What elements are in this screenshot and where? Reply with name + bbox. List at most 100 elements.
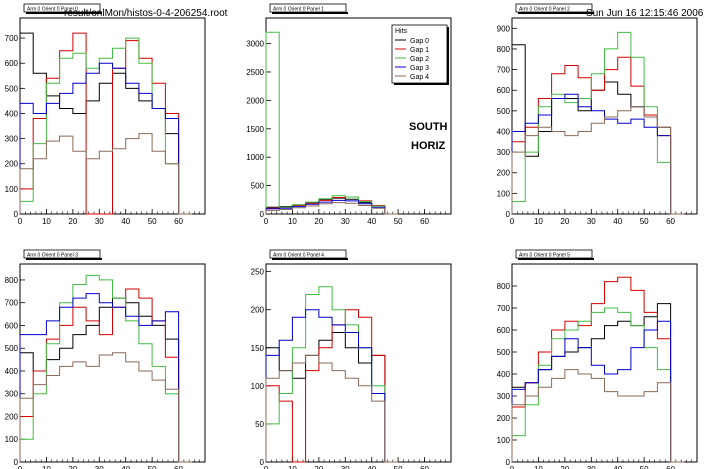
title-shadow — [26, 258, 102, 260]
x-tick-label: 20 — [68, 465, 77, 469]
x-tick-label: 60 — [420, 217, 429, 226]
y-tick-label: 600 — [5, 59, 19, 68]
y-tick-label: 500 — [497, 107, 511, 116]
x-tick-label: 0 — [510, 465, 515, 469]
y-tick-label: 700 — [5, 299, 19, 308]
x-tick-label: 50 — [394, 217, 403, 226]
series-gap-4 — [511, 369, 684, 463]
x-tick-label: 0 — [264, 217, 269, 226]
x-tick-label: 50 — [148, 465, 157, 469]
x-tick-label: 50 — [148, 217, 157, 226]
y-tick-label: 200 — [5, 160, 19, 169]
y-tick-label: 100 — [251, 382, 265, 391]
y-tick-label: 50 — [255, 420, 264, 429]
x-tick-label: 60 — [174, 465, 183, 469]
x-tick-label: 40 — [613, 217, 622, 226]
title-shadow — [518, 258, 594, 260]
x-tick-label: 60 — [420, 465, 429, 469]
y-tick-label: 500 — [5, 84, 19, 93]
panel-title: Arm 0 Orient 0 Panel 2 — [519, 7, 570, 13]
y-tick-label: 900 — [497, 24, 511, 33]
legend-entry: Gap 3 — [410, 65, 429, 72]
y-tick-label: 300 — [497, 148, 511, 157]
x-tick-label: 40 — [613, 465, 622, 469]
y-tick-label: 800 — [497, 45, 511, 54]
x-tick-label: 40 — [367, 217, 376, 226]
panel-title: Arm 0 Orient 0 Panel 3 — [27, 253, 78, 259]
y-tick-label: 2000 — [246, 96, 264, 105]
x-tick-label: 50 — [394, 465, 403, 469]
series-gap-3 — [19, 62, 192, 215]
y-tick-label: 800 — [5, 276, 19, 285]
panel-0: Arm 0 Orient 0 Panel 00 10 20 30 40 50 6001002… — [5, 3, 206, 226]
y-tick-label: 500 — [497, 348, 511, 357]
y-tick-label: 1000 — [246, 153, 264, 162]
y-tick-label: 150 — [251, 344, 265, 353]
x-tick-label: 20 — [68, 217, 77, 226]
y-tick-label: 100 — [5, 185, 19, 194]
series-gap-3 — [19, 293, 192, 463]
y-tick-label: 0 — [260, 458, 265, 467]
x-tick-label: 10 — [534, 465, 543, 469]
y-tick-label: 400 — [497, 127, 511, 136]
series-gap-3 — [511, 320, 684, 463]
y-tick-label: 2500 — [246, 68, 264, 77]
y-tick-label: 200 — [497, 169, 511, 178]
x-tick-label: 30 — [95, 465, 104, 469]
y-tick-label: 400 — [497, 370, 511, 379]
y-tick-label: 800 — [497, 282, 511, 291]
x-tick-label: 50 — [640, 217, 649, 226]
x-tick-label: 10 — [42, 217, 51, 226]
y-tick-label: 0 — [506, 210, 511, 219]
panel-title: Arm 0 Orient 0 Panel 1 — [273, 7, 324, 13]
y-tick-label: 100 — [5, 435, 19, 444]
y-tick-label: 3000 — [246, 40, 264, 49]
title-shadow — [518, 12, 594, 14]
legend-entry: Gap 2 — [410, 56, 429, 63]
y-tick-label: 600 — [497, 86, 511, 95]
panel-title: Arm 0 Orient 0 Panel 0 — [27, 7, 78, 13]
legend-entry: Gap 4 — [410, 74, 429, 81]
x-tick-label: 60 — [666, 217, 675, 226]
x-tick-label: 10 — [42, 465, 51, 469]
series-gap-4 — [19, 352, 192, 463]
x-tick-label: 20 — [560, 217, 569, 226]
title-shadow — [26, 12, 102, 14]
panel-4: Arm 0 Orient 0 Panel 4 0 10 20 30 40 50 60 0 50 10… — [251, 249, 452, 469]
y-tick-label: 500 — [251, 182, 265, 191]
y-tick-label: 0 — [14, 210, 19, 219]
legend-entry: Gap 1 — [410, 47, 429, 54]
title-shadow — [272, 258, 348, 260]
y-tick-label: 500 — [5, 344, 19, 353]
x-tick-label: 40 — [367, 465, 376, 469]
y-tick-label: 700 — [5, 34, 19, 43]
series-gap-3 — [265, 309, 399, 463]
panel-1: Arm 0 Orient 0 Panel 1 0 10 20 30 40 50 60 0 500 1… — [246, 3, 452, 226]
panel-5: Arm 0 Orient 0 Panel 5010203040506001002… — [497, 249, 698, 469]
timestamp-label: Sun Jun 16 12:15:46 2006 — [586, 8, 704, 19]
x-tick-label: 20 — [560, 465, 569, 469]
y-tick-label: 200 — [5, 412, 19, 421]
y-tick-label: 600 — [5, 321, 19, 330]
x-tick-label: 20 — [314, 217, 323, 226]
x-tick-label: 40 — [121, 465, 130, 469]
y-tick-label: 100 — [497, 189, 511, 198]
series-gap-3 — [511, 93, 684, 215]
y-tick-label: 200 — [497, 414, 511, 423]
y-tick-label: 400 — [5, 367, 19, 376]
panel-title: Arm 0 Orient 0 Panel 4 — [273, 253, 324, 259]
y-tick-label: 200 — [251, 306, 265, 315]
file-label: result/onlMon/histos-0-4-206254.root — [64, 8, 228, 19]
y-tick-label: 300 — [5, 135, 19, 144]
x-tick-label: 0 — [18, 217, 23, 226]
x-tick-label: 30 — [587, 465, 596, 469]
y-tick-label: 0 — [260, 210, 265, 219]
x-tick-label: 0 — [264, 465, 269, 469]
annotation-line2: HORIZ — [411, 140, 446, 152]
series-gap-2 — [511, 31, 684, 215]
y-tick-label: 700 — [497, 304, 511, 313]
y-tick-label: 250 — [251, 268, 265, 277]
legend-title: Hits — [395, 28, 408, 35]
title-shadow — [272, 12, 348, 14]
y-tick-label: 1500 — [246, 125, 264, 134]
